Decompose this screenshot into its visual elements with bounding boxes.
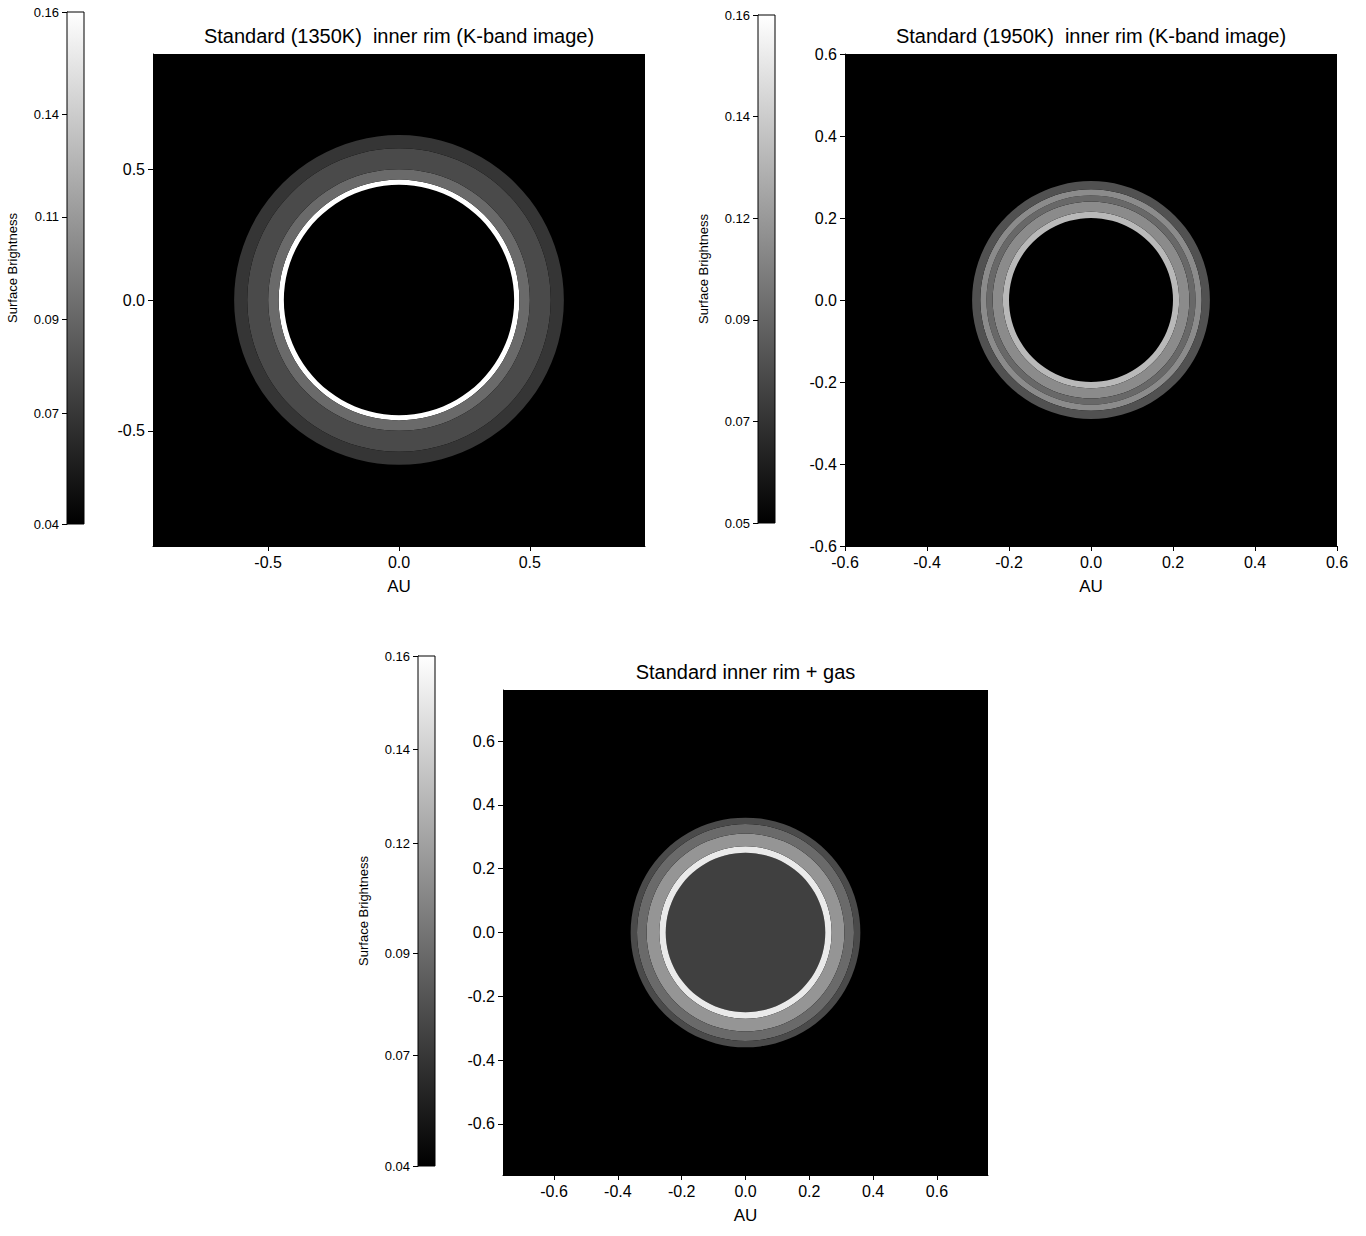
svg-text:Surface Brightness: Surface Brightness [356,856,371,966]
svg-text:-0.6: -0.6 [467,1115,495,1132]
svg-text:0.0: 0.0 [815,292,837,309]
svg-text:0.6: 0.6 [815,46,837,63]
svg-text:0.12: 0.12 [385,836,410,851]
svg-text:-0.5: -0.5 [117,422,145,439]
svg-text:-0.5: -0.5 [254,554,282,571]
svg-text:0.11: 0.11 [35,209,59,224]
svg-text:0.09: 0.09 [34,312,59,327]
svg-text:0.09: 0.09 [725,312,750,327]
svg-text:0.07: 0.07 [34,406,59,421]
svg-text:0.2: 0.2 [473,860,495,877]
svg-text:0.0: 0.0 [1080,554,1102,571]
svg-text:-0.4: -0.4 [604,1183,632,1200]
svg-text:0.4: 0.4 [473,796,495,813]
svg-text:AU: AU [387,577,411,596]
svg-text:-0.6: -0.6 [540,1183,568,1200]
svg-text:0.6: 0.6 [1326,554,1348,571]
svg-text:0.07: 0.07 [725,414,750,429]
svg-text:0.0: 0.0 [388,554,410,571]
svg-text:0.16: 0.16 [725,8,750,23]
svg-text:0.14: 0.14 [725,109,750,124]
svg-text:0.12: 0.12 [725,211,750,226]
svg-text:0.05: 0.05 [725,516,750,531]
svg-text:0.0: 0.0 [473,924,495,941]
svg-text:0.04: 0.04 [34,517,59,532]
svg-text:AU: AU [734,1206,758,1225]
svg-text:0.5: 0.5 [519,554,541,571]
svg-text:AU: AU [1079,577,1103,596]
svg-text:-0.4: -0.4 [809,456,837,473]
svg-text:-0.2: -0.2 [668,1183,696,1200]
svg-text:0.04: 0.04 [385,1159,410,1174]
svg-text:0.5: 0.5 [123,161,145,178]
svg-text:0.0: 0.0 [734,1183,756,1200]
svg-text:0.09: 0.09 [385,946,410,961]
svg-text:0.14: 0.14 [34,107,59,122]
svg-text:-0.6: -0.6 [831,554,859,571]
svg-text:-0.4: -0.4 [467,1052,495,1069]
svg-text:0.6: 0.6 [926,1183,948,1200]
svg-text:0.2: 0.2 [815,210,837,227]
svg-text:0.0: 0.0 [123,292,145,309]
svg-text:0.2: 0.2 [798,1183,820,1200]
svg-text:-0.2: -0.2 [467,988,495,1005]
svg-text:Surface Brightness: Surface Brightness [696,214,711,324]
svg-text:0.2: 0.2 [1162,554,1184,571]
svg-text:0.07: 0.07 [385,1048,410,1063]
svg-text:0.14: 0.14 [385,742,410,757]
svg-text:0.4: 0.4 [862,1183,884,1200]
svg-text:Standard (1350K) inner rim (K: Standard (1350K) inner rim (K-band image… [204,25,594,47]
svg-text:-0.2: -0.2 [809,374,837,391]
svg-text:-0.6: -0.6 [809,538,837,555]
svg-text:Surface Brightness: Surface Brightness [5,213,20,323]
svg-text:0.4: 0.4 [815,128,837,145]
svg-text:0.6: 0.6 [473,733,495,750]
svg-text:Standard (1950K) inner rim (K: Standard (1950K) inner rim (K-band image… [896,25,1286,47]
svg-text:0.16: 0.16 [385,649,410,664]
svg-text:0.4: 0.4 [1244,554,1266,571]
svg-text:0.16: 0.16 [34,5,59,20]
svg-text:Standard inner rim + gas: Standard inner rim + gas [636,661,856,683]
svg-text:-0.4: -0.4 [913,554,941,571]
svg-text:-0.2: -0.2 [995,554,1023,571]
